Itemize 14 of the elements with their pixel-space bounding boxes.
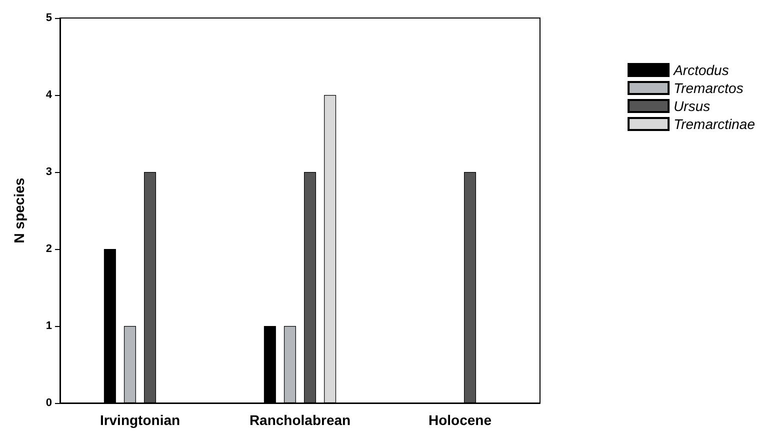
y-tick-label: 5 bbox=[46, 12, 52, 24]
legend-label: Tremarctos bbox=[674, 80, 744, 96]
x-tick-label: Holocene bbox=[428, 412, 492, 428]
legend-label: Arctodus bbox=[672, 62, 729, 78]
legend-label: Ursus bbox=[674, 98, 710, 114]
x-tick-label: Irvingtonian bbox=[100, 412, 180, 428]
y-tick-label: 1 bbox=[46, 320, 52, 332]
y-tick-label: 2 bbox=[46, 243, 52, 255]
y-axis-title: N species bbox=[11, 178, 27, 244]
x-tick-label: Rancholabrean bbox=[249, 412, 351, 428]
y-tick-label: 4 bbox=[46, 89, 53, 101]
y-tick-label: 0 bbox=[46, 397, 52, 409]
legend-label: Tremarctinae bbox=[674, 116, 756, 132]
y-tick-label: 3 bbox=[46, 166, 52, 178]
